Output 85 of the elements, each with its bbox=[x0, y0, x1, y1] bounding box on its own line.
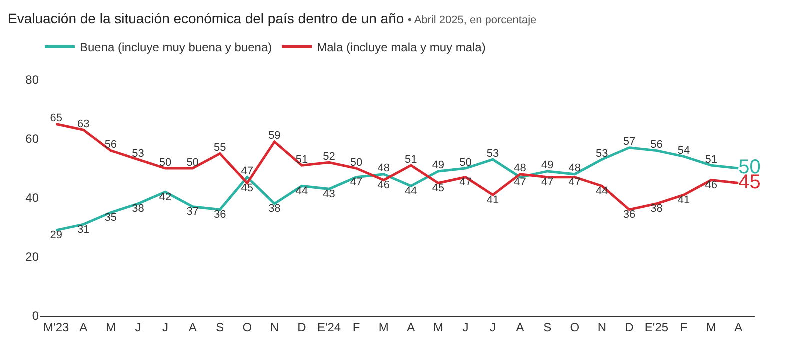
data-label: 47 bbox=[568, 176, 582, 189]
data-label: 53 bbox=[486, 148, 500, 160]
x-tick-label: S bbox=[216, 320, 224, 334]
legend-label: Mala (incluye mala y muy mala) bbox=[317, 40, 486, 54]
data-label: 38 bbox=[650, 203, 663, 216]
data-label: 51 bbox=[405, 154, 418, 166]
data-label: 48 bbox=[514, 162, 526, 175]
data-label: 36 bbox=[623, 209, 636, 222]
data-label: 50 bbox=[460, 156, 472, 169]
x-tick-label: F bbox=[352, 320, 360, 334]
x-tick-label: A bbox=[407, 320, 416, 334]
data-label: 48 bbox=[378, 162, 390, 175]
x-tick-label: J bbox=[462, 320, 469, 334]
data-label: 53 bbox=[132, 148, 144, 160]
data-label: 41 bbox=[486, 194, 500, 206]
x-tick-label: A bbox=[188, 320, 197, 334]
x-tick-label: N bbox=[270, 320, 280, 334]
x-tick-label: A bbox=[516, 320, 524, 334]
data-label: 44 bbox=[296, 185, 308, 198]
data-label: 47 bbox=[350, 176, 363, 189]
data-label: 43 bbox=[323, 188, 336, 200]
data-label: 41 bbox=[678, 194, 690, 206]
data-label: 49 bbox=[432, 160, 445, 172]
x-tick-label: E'25 bbox=[644, 320, 669, 334]
data-label: 63 bbox=[78, 118, 90, 130]
data-label: 44 bbox=[405, 185, 418, 198]
data-label: 46 bbox=[378, 180, 390, 192]
data-label: 47 bbox=[460, 176, 472, 189]
x-tick-label: F bbox=[680, 320, 688, 334]
data-label: 35 bbox=[104, 212, 118, 224]
x-tick-label: M bbox=[706, 320, 716, 334]
x-tick-label: M bbox=[433, 320, 444, 334]
data-label: 36 bbox=[214, 209, 226, 222]
x-tick-label: O bbox=[242, 320, 252, 334]
y-tick-label: 40 bbox=[26, 191, 40, 206]
x-tick-label: N bbox=[598, 320, 607, 334]
x-tick-label: J bbox=[135, 320, 142, 334]
x-tick-label: D bbox=[625, 320, 634, 334]
x-tick-label: J bbox=[490, 320, 496, 334]
x-tick-label: D bbox=[298, 320, 307, 334]
data-label: 29 bbox=[50, 230, 62, 242]
legend-label: Buena (incluye muy buena y buena) bbox=[80, 40, 272, 54]
data-label: 56 bbox=[104, 139, 118, 152]
data-label: 55 bbox=[214, 142, 226, 154]
data-label: 50 bbox=[186, 156, 199, 169]
y-tick-label: 20 bbox=[26, 250, 40, 264]
x-tick-label: M'23 bbox=[44, 320, 70, 334]
data-label: 47 bbox=[241, 166, 254, 178]
data-label: 47 bbox=[514, 176, 526, 189]
data-label: 53 bbox=[596, 148, 608, 160]
data-label: 44 bbox=[596, 185, 608, 198]
data-label: 42 bbox=[159, 191, 172, 204]
chart-title: Evaluación de la situación económica del país dentro de un año bbox=[8, 10, 404, 27]
data-label: 65 bbox=[50, 112, 62, 125]
data-label: 52 bbox=[323, 150, 336, 163]
data-label: 59 bbox=[268, 130, 281, 142]
data-label: 47 bbox=[541, 176, 554, 189]
x-tick-label: M bbox=[106, 320, 116, 334]
data-label: 45 bbox=[241, 182, 254, 195]
data-label: 31 bbox=[78, 224, 90, 236]
x-tick-label: E'24 bbox=[317, 320, 342, 334]
data-label: 56 bbox=[650, 139, 663, 152]
data-label: 49 bbox=[541, 160, 554, 172]
data-label: 50 bbox=[350, 156, 363, 169]
data-label: 50 bbox=[159, 156, 172, 169]
data-label: 37 bbox=[186, 206, 199, 218]
data-label: 51 bbox=[705, 154, 718, 166]
y-tick-label: 80 bbox=[26, 73, 40, 88]
x-tick-label: S bbox=[544, 320, 552, 334]
x-tick-label: O bbox=[570, 320, 580, 334]
data-label: 38 bbox=[268, 203, 281, 216]
data-label: 51 bbox=[296, 154, 308, 166]
y-tick-label: 0 bbox=[32, 309, 40, 324]
data-label: 57 bbox=[623, 136, 636, 148]
x-tick-label: J bbox=[162, 320, 169, 334]
chart-subtitle: • Abril 2025, en porcentaje bbox=[408, 14, 537, 27]
data-label: 54 bbox=[678, 144, 690, 157]
data-label: 46 bbox=[705, 180, 718, 192]
data-label: 38 bbox=[132, 203, 144, 216]
y-tick-label: 60 bbox=[26, 132, 40, 146]
x-tick-label: A bbox=[734, 320, 743, 334]
data-label: 48 bbox=[568, 162, 582, 175]
x-tick-label: A bbox=[80, 320, 88, 334]
data-label: 45 bbox=[432, 182, 445, 195]
x-tick-label: M bbox=[378, 320, 389, 334]
